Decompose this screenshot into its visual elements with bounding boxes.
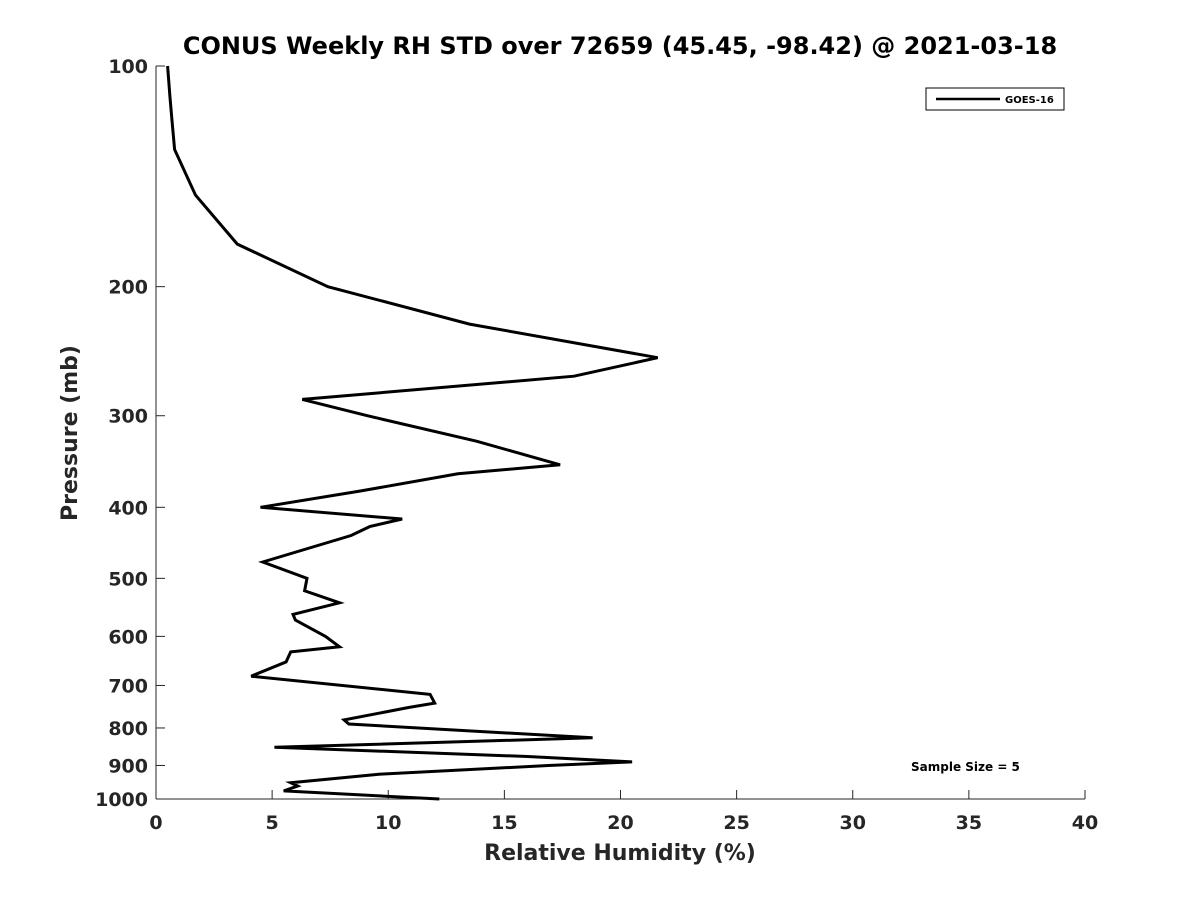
x-tick-label: 10 xyxy=(375,812,401,834)
x-tick-label: 35 xyxy=(956,812,982,834)
x-axis-label: Relative Humidity (%) xyxy=(484,841,756,866)
y-tick-label: 200 xyxy=(108,277,148,299)
y-tick-label: 300 xyxy=(108,406,148,428)
y-tick-label: 800 xyxy=(108,718,148,740)
y-tick-label: 1000 xyxy=(95,789,148,811)
sample-size-annotation: Sample Size = 5 xyxy=(911,760,1020,774)
y-tick-label: 400 xyxy=(108,497,148,519)
x-tick-label: 20 xyxy=(607,812,633,834)
x-tick-label: 15 xyxy=(491,812,517,834)
x-tick-label: 25 xyxy=(723,812,749,834)
y-axis-label: Pressure (mb) xyxy=(58,345,83,521)
x-tick-label: 0 xyxy=(149,812,162,834)
y-tick-label: 600 xyxy=(108,626,148,648)
chart-title: CONUS Weekly RH STD over 72659 (45.45, -… xyxy=(183,32,1057,60)
y-tick-label: 700 xyxy=(108,675,148,697)
axes xyxy=(155,66,1085,800)
series-line-goes-16 xyxy=(166,65,659,801)
y-axis-ticks: 100 200 300 400 500 600 700 800 900 1000 xyxy=(95,56,165,811)
legend: GOES-16 xyxy=(925,87,1065,111)
x-tick-label: 40 xyxy=(1072,812,1098,834)
y-tick-label: 500 xyxy=(108,568,148,590)
legend-label: GOES-16 xyxy=(1005,95,1054,106)
y-tick-label: 900 xyxy=(108,755,148,777)
x-tick-label: 30 xyxy=(840,812,866,834)
series-layer xyxy=(166,65,659,801)
y-tick-label: 100 xyxy=(108,56,148,78)
x-axis-ticks: 0 5 10 15 20 25 30 35 40 xyxy=(149,790,1098,834)
x-tick-label: 5 xyxy=(266,812,279,834)
